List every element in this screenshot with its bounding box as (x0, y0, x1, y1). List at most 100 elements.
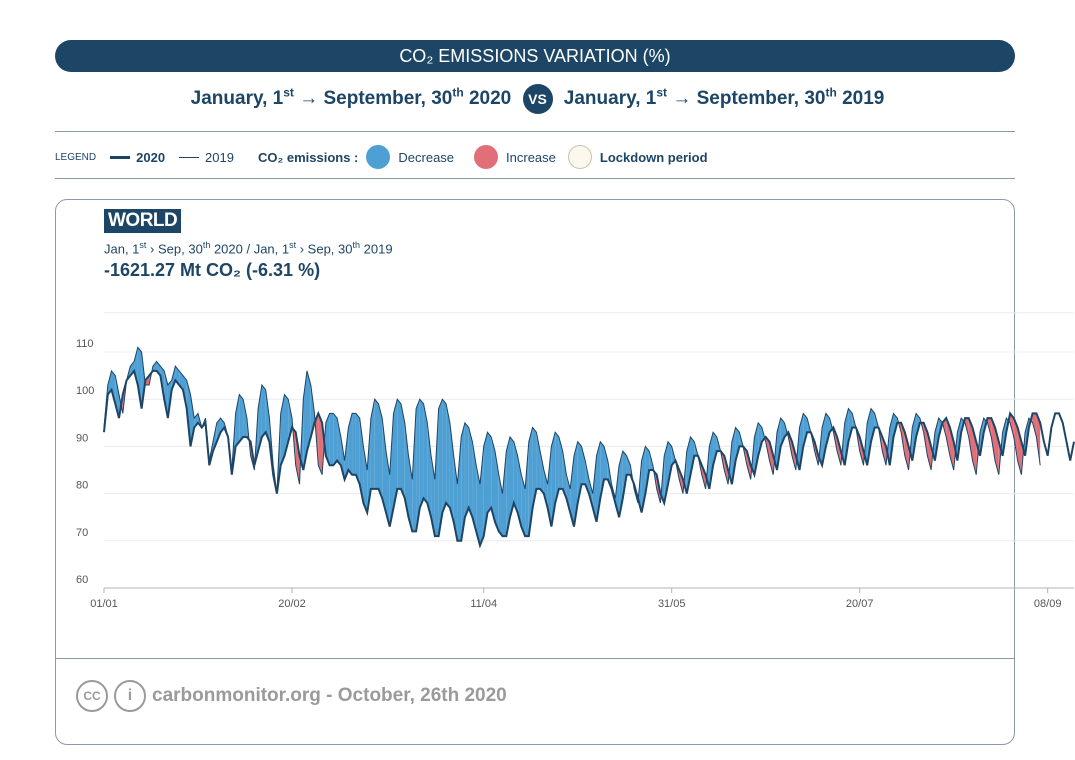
fill-segment (754, 422, 759, 475)
fill-segment (769, 441, 774, 475)
fill-segment (555, 432, 559, 503)
fill-segment (461, 422, 465, 541)
fill-segment (536, 432, 541, 489)
y-tick-label: 110 (76, 338, 94, 350)
fill-segment (111, 370, 116, 404)
fill-segment (442, 399, 447, 513)
fill-segment (134, 347, 138, 385)
fill-segment (991, 418, 995, 461)
fill-segment (600, 441, 604, 499)
fill-segment (592, 455, 597, 522)
fill-segment (517, 455, 522, 527)
fill-segment (404, 422, 409, 518)
cc-icon: CC (76, 680, 108, 712)
fill-segment (457, 437, 462, 541)
fill-segment (513, 441, 518, 513)
legend-co2-label: CO₂ emissions : (257, 149, 359, 165)
fill-segment (370, 399, 375, 489)
fill-segment (679, 470, 683, 494)
fill-segment (476, 465, 480, 546)
fill-segment (825, 413, 830, 447)
range-2019: January, 1st → September, 30th 2019 (563, 85, 885, 110)
fill-segment (243, 399, 247, 437)
fill-segment (288, 399, 292, 442)
range-b-end: September, 30 (696, 88, 826, 110)
y-tick-label: 60 (76, 574, 88, 586)
fill-segment (701, 465, 706, 489)
region-title: WORLD (104, 209, 182, 233)
fill-segment (558, 437, 563, 489)
range-b-start-sup: st (656, 85, 668, 100)
period-sup: st (139, 240, 147, 250)
fill-segment (1036, 413, 1041, 466)
fill-segment (190, 394, 195, 447)
fill-segment (393, 399, 398, 508)
divider (55, 131, 1015, 132)
fill-segment (352, 413, 356, 475)
legend-decrease: Decrease (398, 149, 455, 165)
legend-2020-swatch (110, 155, 131, 159)
fill-segment (521, 474, 526, 537)
fill-segment (1013, 418, 1018, 461)
period-text: Jan, 1st › Sep, 30th 2020 / Jan, 1st › S… (104, 240, 393, 256)
fill-segment (378, 403, 383, 499)
legend-lockdown: Lockdown period (599, 149, 708, 165)
fill-segment (480, 446, 484, 546)
fill-segment (483, 432, 488, 537)
fill-segment (927, 432, 932, 470)
fill-segment (337, 418, 341, 466)
decrease-swatch (366, 145, 391, 169)
fill-segment (412, 408, 417, 532)
fill-segment (547, 446, 552, 527)
fill-segment (468, 427, 473, 518)
arrow-icon: → (299, 88, 319, 110)
fill-segment (848, 408, 853, 442)
fill-segment (532, 427, 537, 508)
date-ranges: January, 1st → September, 30th 2020 VS J… (0, 84, 1075, 114)
fill-segment (713, 432, 717, 466)
period-sup: th (202, 240, 211, 250)
period-part: › Sep, 30 (296, 241, 353, 257)
fill-segment (604, 446, 608, 480)
legend-label: LEGEND (55, 151, 97, 163)
range-b-year: 2019 (842, 88, 885, 110)
y-tick-label: 100 (76, 385, 94, 397)
fill-segment (239, 394, 244, 442)
fill-segment (265, 389, 270, 442)
fill-segment (709, 432, 714, 489)
fill-segment (758, 422, 762, 456)
fill-segment (735, 427, 740, 461)
fill-segment (540, 451, 544, 494)
total-emissions: -1621.27 Mt CO₂ (-6.31 %) (104, 260, 321, 280)
fill-segment (216, 418, 221, 442)
fill-segment (464, 422, 469, 518)
fill-segment (506, 437, 510, 537)
fill-segment (949, 427, 954, 470)
card-divider (55, 658, 1015, 659)
fill-segment (355, 413, 360, 485)
fill-segment (731, 427, 736, 485)
fill-segment (401, 403, 405, 499)
x-tick-label: 11/04 (470, 598, 497, 610)
fill-segment (329, 413, 334, 466)
period-sup: th (352, 240, 361, 250)
fill-segment (382, 418, 386, 513)
fill-segment (581, 446, 586, 485)
fill-segment (363, 446, 368, 513)
fill-segment (626, 455, 631, 475)
period-part: 2019 (360, 241, 393, 257)
fill-segment (137, 347, 142, 409)
fill-segment (423, 403, 428, 503)
fill-segment (777, 418, 781, 470)
fill-segment (434, 408, 439, 537)
fill-segment (570, 455, 574, 527)
fill-segment (668, 441, 672, 485)
credit-text: carbonmonitor.org - October, 26th 2020 (152, 685, 507, 706)
fill-segment (325, 413, 330, 466)
fill-segment (446, 403, 450, 508)
arrow-icon: → (672, 88, 692, 110)
range-b-start: January, 1 (563, 88, 657, 110)
x-tick-label: 20/02 (278, 598, 306, 610)
credit: CC i carbonmonitor.org - October, 26th 2… (76, 680, 507, 712)
fill-segment (438, 399, 443, 537)
